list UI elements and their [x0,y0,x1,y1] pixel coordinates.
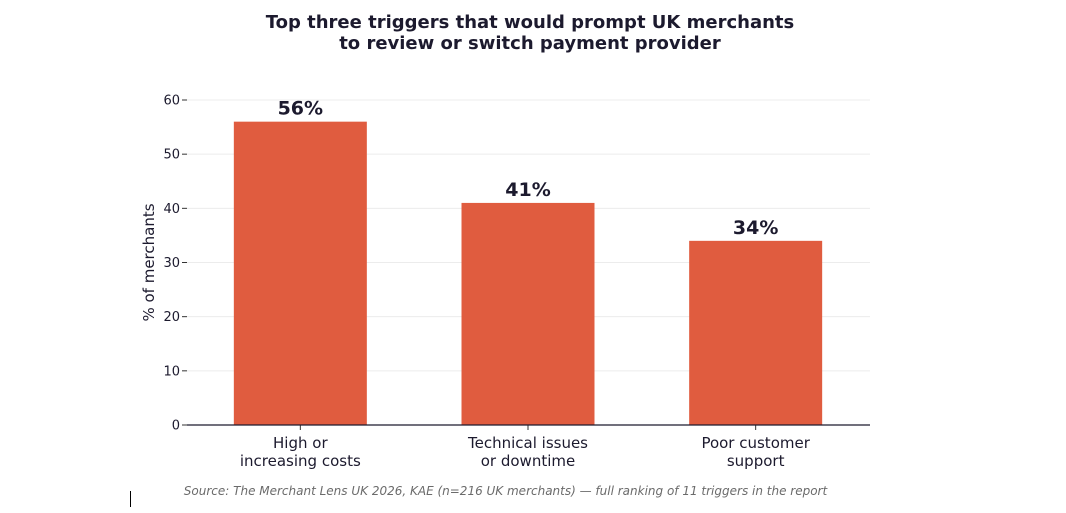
chart-title-line-1: Top three triggers that would prompt UK … [265,12,795,33]
y-tick-label: 50 [163,148,180,163]
chart-title: Top three triggers that would prompt UK … [0,12,1060,54]
y-tick-label: 30 [163,256,180,271]
data-label: 56% [278,98,323,120]
source-note: Source: The Merchant Lens UK 2026, KAE (… [183,484,828,498]
chart-title-line-2: to review or switch payment provider [339,33,721,54]
y-tick-label: 20 [163,310,180,325]
x-tick-label: support [727,452,785,470]
bar [689,240,823,425]
bar [233,121,367,426]
y-tick-label: 10 [163,364,180,379]
x-tick-label: High or [273,434,328,452]
y-tick-label: 0 [172,419,180,434]
text-cursor [130,491,131,507]
x-tick-label: increasing costs [240,452,361,470]
axes [182,99,870,430]
x-tick-label: or downtime [481,452,575,470]
data-label: 41% [505,179,550,201]
y-tick-label: 60 [163,94,180,109]
bar [461,202,595,425]
y-axis-label: % of merchants [140,203,158,321]
x-tick-label: Poor customer [701,434,810,452]
bars [233,121,823,426]
data-label: 34% [733,217,778,239]
x-tick-label: Technical issues [467,434,588,452]
y-tick-label: 40 [163,202,180,217]
